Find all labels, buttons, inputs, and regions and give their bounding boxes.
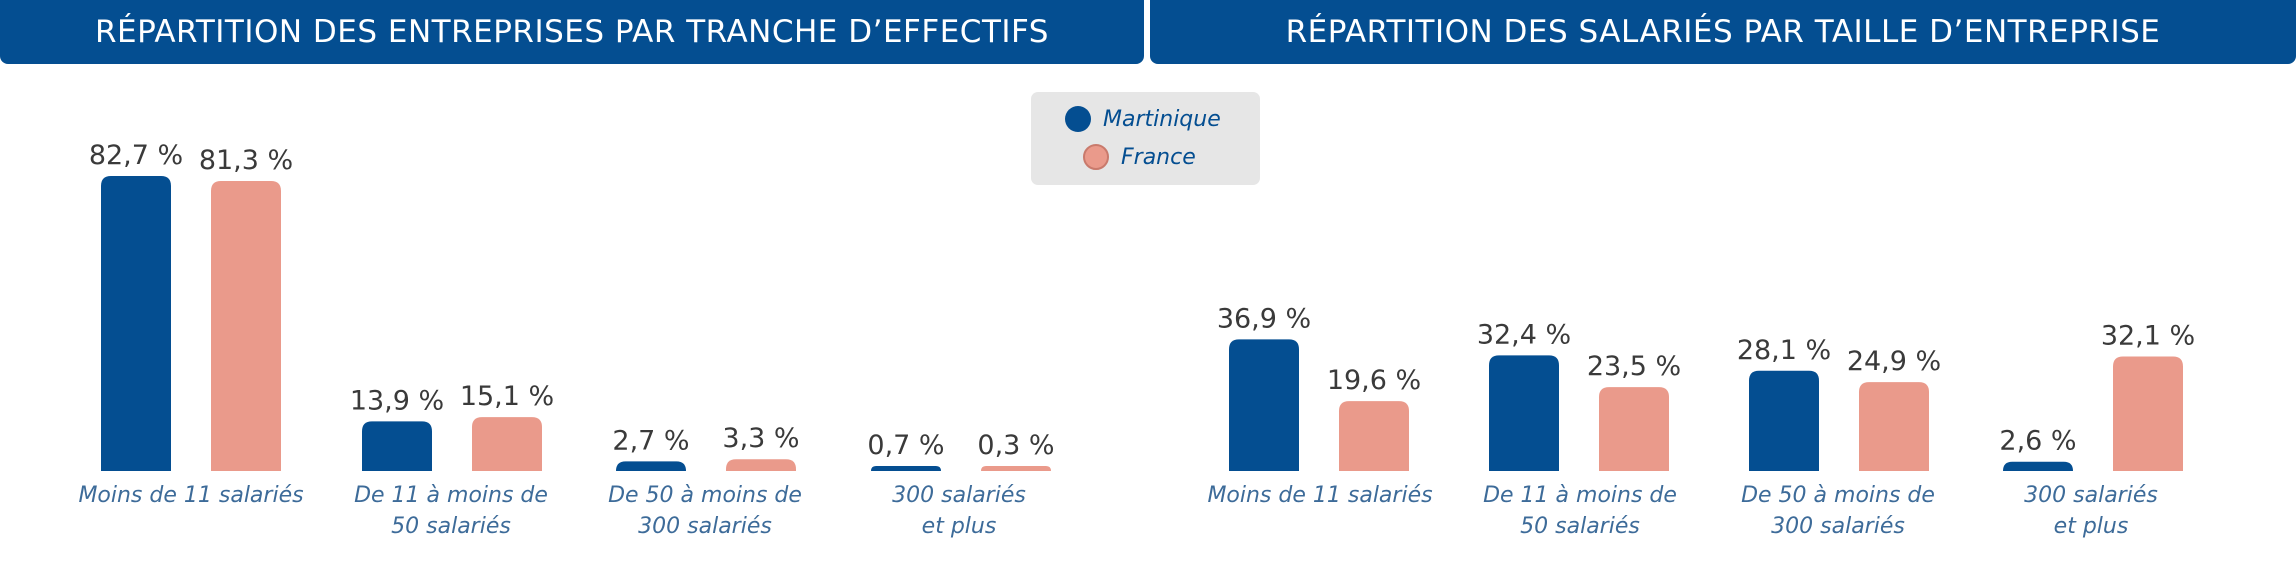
category-label-3: 300 salariés et plus — [2024, 483, 2158, 539]
value-label-martinique-1: 32,4 % — [1477, 319, 1571, 350]
value-label-france-3: 32,1 % — [2101, 320, 2195, 351]
bar-martinique-0 — [1229, 339, 1299, 471]
category-label-1: De 11 à moins de 50 salariés — [354, 483, 548, 539]
category-label-2: De 50 à moins de 300 salariés — [1741, 483, 1935, 539]
value-label-martinique-2: 28,1 % — [1737, 335, 1831, 366]
category-label-0: Moins de 11 salariés — [78, 483, 303, 508]
value-label-france-2: 24,9 % — [1847, 346, 1941, 377]
chart-title-salaries: RÉPARTITION DES SALARIÉS PAR TAILLE D’EN… — [1150, 0, 2296, 64]
bar-martinique-2 — [616, 461, 686, 471]
legend-label-france: France — [1121, 144, 1196, 170]
bar-france-2 — [1859, 382, 1929, 471]
category-label-1: De 11 à moins de 50 salariés — [1483, 483, 1677, 539]
value-label-martinique-2: 2,7 % — [612, 425, 689, 456]
bar-martinique-1 — [1489, 355, 1559, 471]
legend: Martinique France — [1031, 92, 1260, 185]
value-label-france-0: 81,3 % — [199, 145, 293, 176]
bar-martinique-3 — [871, 466, 941, 471]
bar-france-0 — [211, 180, 281, 471]
value-label-martinique-0: 36,9 % — [1217, 303, 1311, 334]
value-label-martinique-3: 2,6 % — [1999, 426, 2076, 457]
value-label-france-1: 23,5 % — [1587, 351, 1681, 382]
value-label-martinique-0: 82,7 % — [89, 140, 183, 171]
category-label-3: 300 salariés et plus — [892, 483, 1026, 539]
category-label-2: De 50 à moins de 300 salariés — [608, 483, 802, 539]
value-label-france-2: 3,3 % — [722, 423, 799, 454]
bar-martinique-0 — [101, 176, 171, 471]
value-label-martinique-3: 0,7 % — [867, 430, 944, 461]
bar-france-0 — [1339, 401, 1409, 471]
legend-swatch-martinique — [1065, 106, 1091, 132]
bar-martinique-1 — [362, 421, 432, 471]
bar-martinique-2 — [1749, 370, 1819, 471]
bar-france-1 — [1599, 387, 1669, 471]
chart-salaries: 36,9 % 19,6 % Moins de 11 salariés 32,4 % 23… — [1207, 303, 2195, 539]
chart-title-entreprises: RÉPARTITION DES ENTREPRISES PAR TRANCHE … — [0, 0, 1144, 64]
legend-item-martinique: Martinique — [1065, 106, 1221, 132]
legend-label-martinique: Martinique — [1103, 106, 1221, 132]
bar-martinique-3 — [2003, 461, 2073, 471]
bar-france-2 — [726, 459, 796, 471]
bar-france-1 — [472, 417, 542, 471]
value-label-martinique-1: 13,9 % — [350, 385, 444, 416]
bar-france-3 — [981, 466, 1051, 471]
chart-entreprises: 82,7 % 81,3 % Moins de 11 salariés 13,9 % 15… — [78, 140, 1054, 539]
legend-item-france: France — [1083, 144, 1196, 170]
legend-swatch-france — [1083, 144, 1109, 170]
value-label-france-3: 0,3 % — [977, 430, 1054, 461]
category-label-0: Moins de 11 salariés — [1207, 483, 1432, 508]
bar-france-3 — [2113, 356, 2183, 471]
value-label-france-1: 15,1 % — [460, 381, 554, 412]
value-label-france-0: 19,6 % — [1327, 365, 1421, 396]
